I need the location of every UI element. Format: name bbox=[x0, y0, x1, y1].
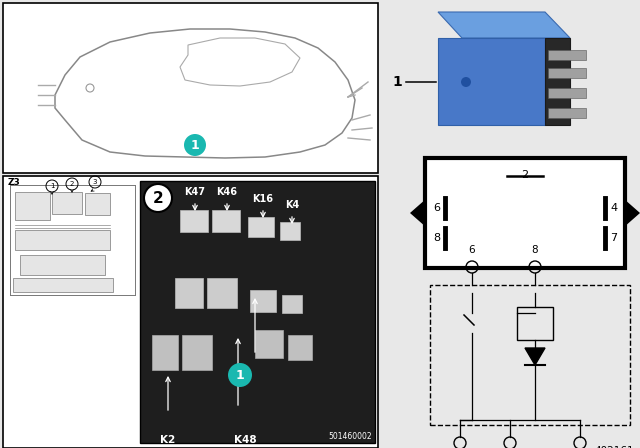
Text: 1: 1 bbox=[191, 138, 200, 151]
Bar bbox=[3, 176, 378, 448]
Text: K46: K46 bbox=[216, 187, 237, 197]
Bar bbox=[20, 255, 105, 275]
Polygon shape bbox=[525, 348, 545, 365]
Bar bbox=[548, 68, 586, 78]
Bar bbox=[425, 158, 625, 268]
Circle shape bbox=[228, 363, 252, 387]
Text: 3: 3 bbox=[93, 179, 97, 185]
Bar bbox=[250, 290, 276, 312]
Text: 501460002: 501460002 bbox=[328, 432, 372, 441]
Text: 1: 1 bbox=[392, 75, 402, 89]
Bar bbox=[52, 192, 82, 214]
Polygon shape bbox=[625, 200, 640, 226]
Text: 2: 2 bbox=[522, 170, 529, 180]
Polygon shape bbox=[438, 12, 570, 38]
Text: 2: 2 bbox=[152, 190, 163, 206]
Text: 1: 1 bbox=[50, 183, 54, 189]
Bar bbox=[548, 108, 586, 118]
Bar bbox=[248, 217, 274, 237]
Bar bbox=[13, 278, 113, 292]
Bar bbox=[207, 278, 237, 308]
Bar bbox=[15, 192, 50, 220]
Text: Z3: Z3 bbox=[8, 178, 20, 187]
Bar bbox=[180, 210, 208, 232]
Bar bbox=[175, 278, 203, 308]
Bar bbox=[3, 3, 378, 173]
Text: 6: 6 bbox=[433, 203, 440, 213]
Bar bbox=[255, 330, 283, 358]
Polygon shape bbox=[438, 38, 545, 125]
Text: K47: K47 bbox=[184, 187, 205, 197]
Text: K16: K16 bbox=[253, 194, 273, 204]
Bar bbox=[280, 222, 300, 240]
Text: 7: 7 bbox=[610, 233, 617, 243]
Circle shape bbox=[184, 134, 206, 156]
Bar bbox=[282, 295, 302, 313]
Text: 8: 8 bbox=[433, 233, 440, 243]
Text: 402161: 402161 bbox=[595, 446, 634, 448]
Bar bbox=[85, 193, 110, 215]
Bar bbox=[548, 88, 586, 98]
Text: 8: 8 bbox=[532, 245, 538, 255]
Text: 1: 1 bbox=[236, 369, 244, 382]
Text: 2: 2 bbox=[70, 181, 74, 187]
Circle shape bbox=[144, 184, 172, 212]
Bar bbox=[140, 181, 375, 443]
Polygon shape bbox=[545, 38, 570, 125]
Bar bbox=[517, 307, 553, 340]
Text: 4: 4 bbox=[610, 203, 617, 213]
Bar bbox=[548, 50, 586, 60]
Text: K4: K4 bbox=[285, 200, 299, 210]
Bar bbox=[430, 285, 630, 425]
Polygon shape bbox=[410, 200, 425, 226]
Text: 6: 6 bbox=[468, 245, 476, 255]
Bar bbox=[152, 335, 178, 370]
Bar bbox=[212, 210, 240, 232]
Bar bbox=[182, 335, 212, 370]
Bar bbox=[288, 335, 312, 360]
Text: K48: K48 bbox=[234, 435, 256, 445]
Text: K2: K2 bbox=[161, 435, 175, 445]
Bar bbox=[15, 230, 110, 250]
Circle shape bbox=[461, 77, 471, 87]
